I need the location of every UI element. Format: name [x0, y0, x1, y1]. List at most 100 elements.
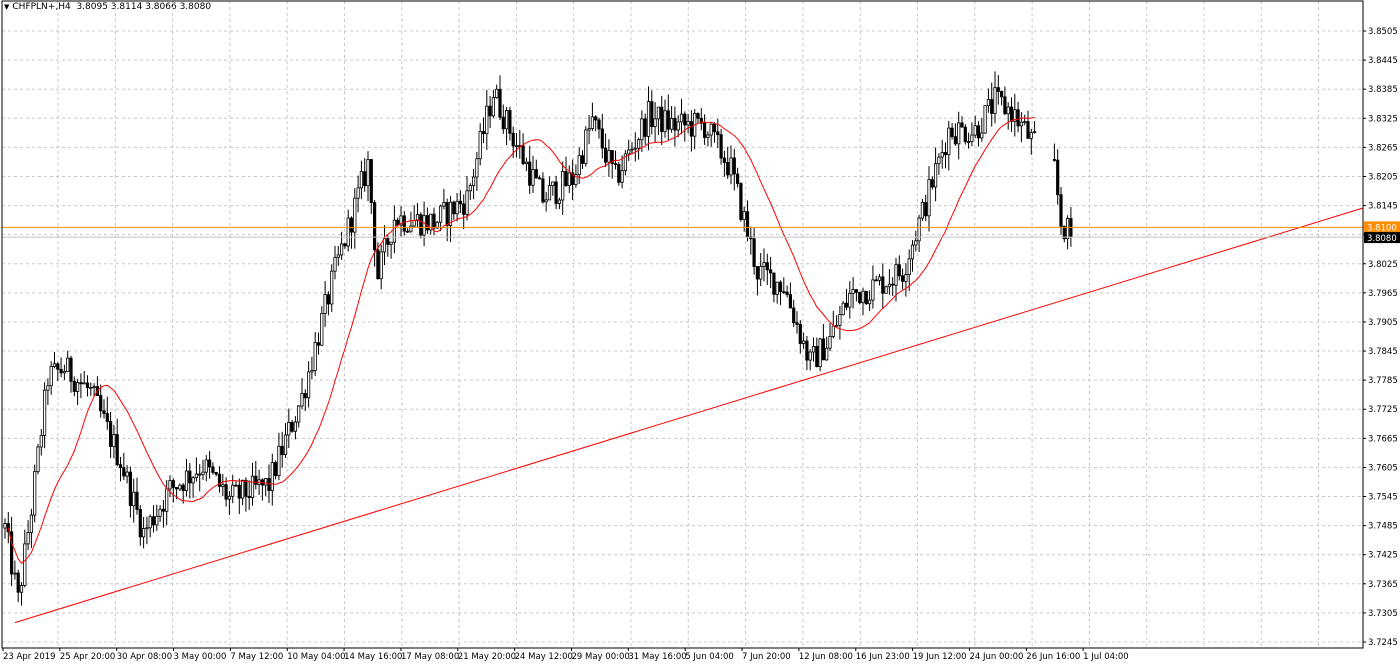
candle-bull	[336, 254, 340, 258]
candle-bear	[267, 478, 271, 491]
candle-bull	[250, 475, 255, 499]
candle-bull	[46, 385, 50, 391]
candle-bear	[901, 275, 905, 282]
candle-bull	[485, 105, 489, 135]
candle-bear	[128, 471, 132, 507]
candle-bear	[785, 291, 789, 295]
candle-bear	[798, 323, 802, 344]
candle-bull	[3, 523, 7, 529]
candle-bull	[676, 121, 680, 131]
chart-header: ▼ CHFPLN+,H4 3.8095 3.8114 3.8066 3.8080	[4, 2, 211, 12]
candle-bear	[303, 393, 307, 399]
candle-bull	[313, 342, 317, 371]
candle-bull	[478, 131, 482, 160]
candle-bull	[970, 134, 974, 142]
candle-bear	[452, 201, 456, 215]
dropdown-triangle-icon[interactable]: ▼	[4, 3, 10, 11]
candle-bear	[703, 122, 707, 138]
candle-bull	[158, 508, 162, 517]
candle-bull	[973, 125, 977, 136]
candle-bear	[891, 283, 895, 286]
candle-bear	[498, 88, 502, 118]
candle-bull	[442, 202, 446, 207]
candle-bull	[287, 422, 291, 436]
candle-bear	[326, 294, 331, 305]
candle-bear	[943, 152, 948, 156]
candles	[3, 71, 1073, 606]
candle-bull	[947, 127, 951, 156]
candle-bear	[171, 480, 175, 488]
candle-bull	[759, 266, 763, 280]
x-tick-label: 26 Jun 16:00	[1026, 652, 1080, 662]
candle-bull	[346, 217, 350, 247]
candle-bull	[49, 366, 53, 387]
drawn-lines	[2, 207, 1364, 624]
candle-bull	[620, 170, 624, 183]
candle-bull	[495, 88, 499, 99]
candle-bear	[445, 202, 449, 226]
candle-bull	[468, 185, 472, 192]
candle-bear	[990, 99, 994, 114]
candle-bull	[957, 122, 961, 145]
y-tick-label: 3.7605	[1368, 463, 1398, 473]
candle-bull	[524, 161, 529, 165]
candle-bull	[43, 389, 47, 436]
candle-bull	[775, 281, 779, 295]
candle-bull	[191, 477, 195, 484]
x-tick-label: 12 Jun 08:00	[799, 652, 853, 662]
candle-bear	[650, 101, 654, 127]
candle-bull	[435, 221, 439, 229]
candle-bull	[811, 346, 816, 353]
candle-bull	[910, 244, 915, 260]
candle-bull	[39, 434, 43, 448]
candle-bull	[818, 338, 822, 368]
y-tick-label: 3.7965	[1368, 289, 1398, 299]
candle-bear	[122, 467, 126, 477]
candle-bear	[719, 134, 723, 159]
candle-bull	[356, 187, 360, 199]
x-tick-label: 24 Jun 00:00	[969, 652, 1023, 662]
x-tick-label: 21 May 20:00	[458, 652, 516, 662]
candle-bear	[963, 126, 967, 143]
candle-bull	[92, 386, 96, 388]
candle-bull	[353, 197, 357, 233]
candle-bull	[742, 211, 746, 220]
candle-bear	[858, 291, 862, 304]
candle-bear	[151, 516, 156, 526]
candle-bull	[392, 219, 397, 243]
candle-bull	[475, 158, 479, 178]
candle-bear	[109, 421, 113, 447]
candle-bear	[712, 123, 717, 133]
candle-bull	[656, 106, 661, 120]
x-tick-label: 19 Jun 12:00	[913, 652, 967, 662]
candle-bear	[198, 473, 202, 476]
candle-bull	[339, 243, 344, 256]
candle-bull	[993, 87, 997, 114]
candle-bear	[1003, 96, 1007, 115]
candle-bear	[432, 213, 436, 229]
candle-bull	[567, 172, 571, 186]
candle-bear	[1026, 121, 1030, 139]
candle-bull	[184, 470, 189, 491]
candle-bear	[597, 119, 601, 130]
candle-bull	[646, 101, 651, 137]
candle-bull	[504, 110, 509, 130]
candle-bull	[848, 292, 852, 308]
candle-bull	[1066, 218, 1070, 240]
candle-bear	[501, 116, 505, 130]
candle-bull	[62, 371, 67, 374]
candle-bull	[465, 190, 469, 215]
candle-bear	[613, 163, 618, 165]
candle-bear	[1056, 159, 1060, 196]
candle-bull	[1019, 121, 1024, 127]
candle-bear	[69, 357, 73, 382]
x-tick-label: 14 May 16:00	[344, 652, 402, 662]
candle-bull	[227, 495, 231, 500]
candle-bull	[670, 117, 674, 130]
candle-bear	[976, 125, 981, 139]
candle-bull	[934, 163, 938, 188]
close-value: 3.8080	[179, 2, 212, 12]
candle-bull	[491, 97, 496, 117]
candle-bull	[415, 214, 420, 221]
